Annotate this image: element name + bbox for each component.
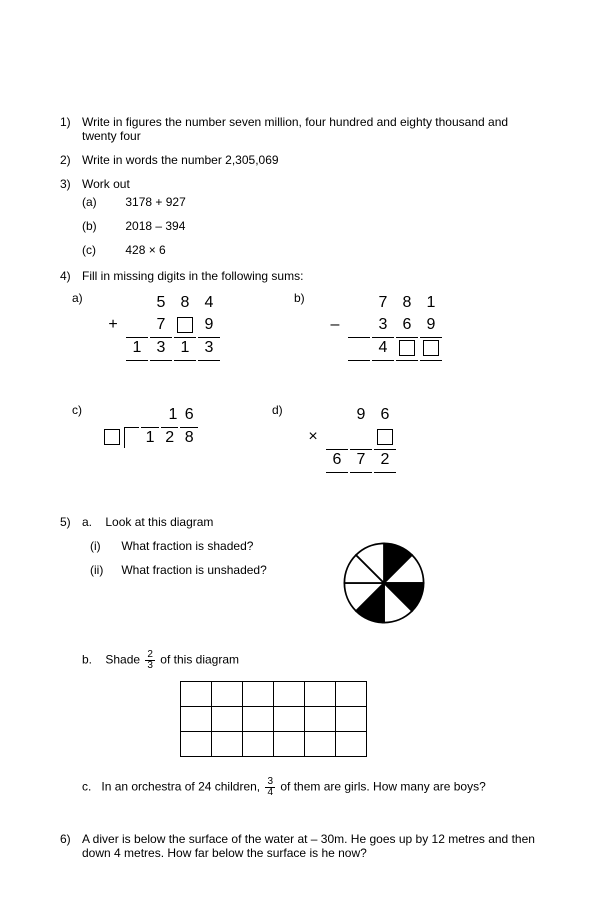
q3c-label: (c): [82, 243, 112, 257]
q4a-d: 3: [198, 337, 220, 358]
q5i: (i) What fraction is shaded?: [90, 539, 280, 553]
q4d-box: [374, 427, 396, 447]
q3a: (a) 3178 + 927: [82, 195, 540, 209]
q4a-d: 1: [174, 337, 196, 358]
q2-num: 2): [60, 153, 82, 167]
q4b-op: –: [324, 315, 346, 335]
question-2: 2) Write in words the number 2,305,069: [60, 153, 540, 167]
q5a: a. Look at this diagram: [82, 515, 540, 529]
q4a-d: 3: [150, 337, 172, 358]
q3a-label: (a): [82, 195, 112, 209]
q6-num: 6): [60, 832, 82, 846]
q4a-d: 8: [174, 293, 196, 313]
question-6: 6) A diver is below the surface of the w…: [60, 832, 540, 860]
q4b-d: 3: [372, 315, 394, 335]
q4b-box: [420, 337, 442, 358]
q4d-op: ×: [302, 427, 324, 447]
q4a-block: a) 584 +79 1313: [100, 291, 222, 383]
q4a-op: +: [102, 315, 124, 335]
frac-d: 4: [265, 788, 275, 798]
q3a-expr: 3178 + 927: [125, 195, 185, 209]
q4b-d: 6: [396, 315, 418, 335]
q5b-grid: [180, 681, 540, 757]
q4d-d: 9: [350, 405, 372, 425]
q5c-label: c.: [82, 780, 91, 794]
q5ii-label: (ii): [90, 563, 118, 577]
q5c-prefix: In an orchestra of 24 children,: [101, 780, 263, 794]
q4d-d: 7: [350, 449, 372, 470]
q4-row2: c) 16 128 d) 96 × 672: [100, 403, 540, 495]
q4a-d: 1: [126, 337, 148, 358]
q4b-block: b) 781 –369 4: [322, 291, 444, 383]
q4b-d: 9: [420, 315, 442, 335]
q4b-d: 4: [372, 337, 394, 358]
q1-text: Write in figures the number seven millio…: [82, 115, 540, 143]
q4a-sum: 584 +79 1313: [100, 291, 222, 383]
q6-text: A diver is below the surface of the wate…: [82, 832, 540, 860]
q3b: (b) 2018 – 394: [82, 219, 540, 233]
question-5: 5) a. Look at this diagram: [60, 515, 540, 529]
q3-text: Work out: [82, 177, 540, 191]
q1-num: 1): [60, 115, 82, 129]
q3b-label: (b): [82, 219, 112, 233]
q4b-d: 8: [396, 293, 418, 313]
q5a-label: a.: [82, 515, 92, 529]
pie-icon: [340, 539, 428, 627]
q4d-label: d): [272, 403, 283, 417]
q4a-label: a): [72, 291, 83, 305]
q4d-sum: 96 × 672: [300, 403, 398, 495]
question-3: 3) Work out: [60, 177, 540, 191]
q4d-d: 6: [326, 449, 348, 470]
pie-chart: [340, 539, 428, 630]
q4a-box: [174, 315, 196, 335]
q5b-label: b.: [82, 653, 92, 667]
q4a-d: 4: [198, 293, 220, 313]
q4d-block: d) 96 × 672: [300, 403, 398, 495]
q4b-label: b): [294, 291, 305, 305]
q4c-block: c) 16 128: [100, 403, 200, 495]
q5i-text: What fraction is shaded?: [121, 539, 253, 553]
q4-text: Fill in missing digits in the following …: [82, 269, 540, 283]
q4b-d: 7: [372, 293, 394, 313]
q5c: c. In an orchestra of 24 children, 34 of…: [82, 777, 540, 798]
q4b-box: [396, 337, 418, 358]
q4b-d: 1: [420, 293, 442, 313]
q3-num: 3): [60, 177, 82, 191]
q5ii-text: What fraction is unshaded?: [121, 563, 266, 577]
fraction-icon: 23: [145, 650, 155, 671]
q5b-suffix: of this diagram: [157, 653, 239, 667]
q4d-d: 6: [374, 405, 396, 425]
question-1: 1) Write in figures the number seven mil…: [60, 115, 540, 143]
q5c-suffix: of them are girls. How many are boys?: [277, 780, 486, 794]
q5i-label: (i): [90, 539, 118, 553]
q2-text: Write in words the number 2,305,069: [82, 153, 540, 167]
frac-d: 3: [145, 661, 155, 671]
q3c: (c) 428 × 6: [82, 243, 540, 257]
worksheet-page: 1) Write in figures the number seven mil…: [0, 0, 595, 910]
fraction-icon: 34: [265, 777, 275, 798]
q5a-text: Look at this diagram: [105, 515, 213, 529]
q3c-expr: 428 × 6: [125, 243, 165, 257]
q4d-d: 2: [374, 449, 396, 470]
q5ii: (ii) What fraction is unshaded?: [90, 563, 280, 577]
q4b-sum: 781 – 369 4: [322, 291, 444, 383]
question-4: 4) Fill in missing digits in the followi…: [60, 269, 540, 283]
q4a-d: 9: [198, 315, 220, 335]
q4c-div: 16 128: [100, 403, 200, 450]
q3b-expr: 2018 – 394: [125, 219, 185, 233]
q4c-box: [102, 427, 122, 448]
q4-num: 4): [60, 269, 82, 283]
q5-num: 5): [60, 515, 82, 529]
q4c-label: c): [72, 403, 82, 417]
q5b: b. Shade 23 of this diagram: [82, 650, 540, 671]
q5-pie-row: (i) What fraction is shaded? (ii) What f…: [60, 539, 540, 630]
q5b-prefix: Shade: [105, 653, 143, 667]
q4a-d: 7: [150, 315, 172, 335]
grid-table: [180, 681, 367, 757]
q4-row1: a) 584 +79 1313 b) 781 –369 4: [100, 291, 540, 383]
q4a-d: 5: [150, 293, 172, 313]
